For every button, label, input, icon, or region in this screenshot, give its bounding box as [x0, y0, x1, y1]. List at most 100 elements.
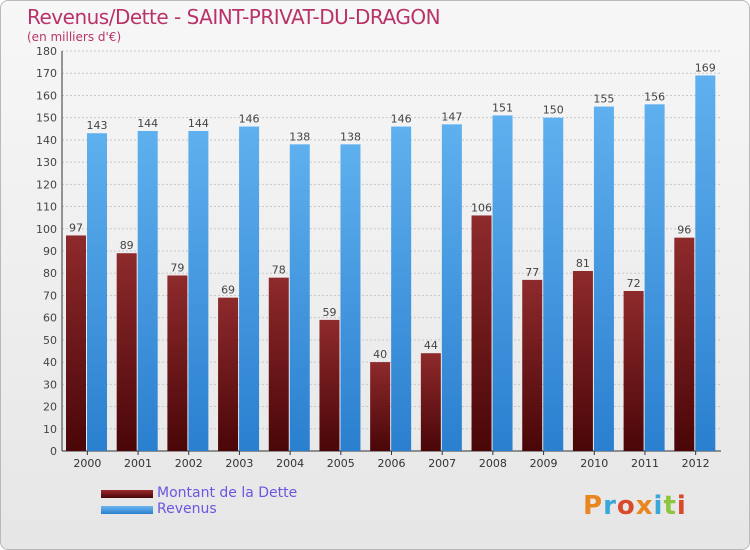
bar-revenue: [593, 106, 614, 452]
y-tick-label: 10: [43, 423, 57, 436]
chart-title: Revenus/Dette - SAINT-PRIVAT-DU-DRAGON: [27, 5, 441, 29]
data-label-debt: 89: [120, 239, 134, 252]
chart-subtitle: (en milliers d'€): [27, 30, 122, 44]
y-tick-label: 180: [36, 45, 57, 58]
bar-revenue: [695, 75, 716, 451]
data-label-debt: 40: [373, 348, 387, 361]
data-label-debt: 97: [69, 221, 83, 234]
logo-letter: x: [635, 491, 654, 521]
data-label-debt: 77: [525, 266, 539, 279]
data-label-debt: 72: [627, 277, 641, 290]
y-tick-label: 80: [43, 267, 57, 280]
x-tick-label: 2006: [378, 457, 406, 470]
y-tick-label: 100: [36, 223, 57, 236]
y-tick-label: 120: [36, 178, 57, 191]
x-tick-label: 2002: [175, 457, 203, 470]
legend-swatch-debt: [101, 490, 153, 498]
bar-debt: [268, 277, 289, 451]
bar-revenue: [239, 126, 260, 452]
bar-debt: [370, 362, 391, 451]
data-label-revenue: 144: [188, 117, 209, 130]
data-label-revenue: 156: [644, 90, 665, 103]
y-tick-label: 30: [43, 378, 57, 391]
logo-letter: i: [653, 491, 664, 521]
x-tick-label: 2012: [682, 457, 710, 470]
bar-debt: [66, 235, 86, 451]
x-tick-label: 2004: [276, 457, 304, 470]
y-tick-label: 170: [36, 67, 57, 80]
y-tick-label: 40: [43, 356, 57, 369]
bar-revenue: [441, 124, 462, 451]
data-label-debt: 79: [170, 261, 184, 274]
bar-revenue: [543, 117, 564, 452]
x-tick-label: 2007: [428, 457, 456, 470]
proxiti-logo: Proxiti: [583, 491, 687, 521]
y-tick-label: 70: [43, 289, 57, 302]
bar-revenue: [340, 144, 361, 452]
bar-revenue: [188, 131, 209, 451]
bar-debt: [218, 297, 239, 451]
bar-revenue: [289, 144, 310, 452]
data-label-debt: 44: [424, 339, 438, 352]
logo-letters: Proxiti: [583, 491, 687, 521]
logo-letter: i: [676, 491, 687, 521]
x-tick-label: 2008: [479, 457, 507, 470]
logo-letter: P: [583, 491, 604, 521]
x-tick-label: 2011: [631, 457, 659, 470]
bar-debt: [522, 279, 543, 451]
y-tick-label: 60: [43, 312, 57, 325]
bar-revenue: [492, 115, 513, 451]
data-label-revenue: 155: [593, 93, 614, 106]
bar-debt: [420, 353, 441, 451]
y-tick-label: 110: [36, 201, 57, 214]
y-tick-label: 0: [50, 445, 57, 458]
data-label-debt: 81: [576, 257, 590, 270]
bar-debt: [471, 215, 492, 451]
logo-letter: r: [603, 491, 617, 521]
x-tick-label: 2003: [225, 457, 253, 470]
x-tick-label: 2009: [530, 457, 558, 470]
logo-letter: o: [616, 491, 636, 521]
data-label-revenue: 143: [87, 119, 108, 132]
bar-debt: [572, 271, 593, 451]
bar-debt: [116, 253, 137, 451]
bar-debt: [674, 237, 695, 451]
y-tick-label: 150: [36, 112, 57, 125]
y-tick-label: 160: [36, 89, 57, 102]
bar-debt: [167, 275, 188, 451]
x-tick-label: 2000: [73, 457, 101, 470]
data-label-revenue: 146: [391, 113, 412, 126]
data-label-debt: 106: [471, 201, 492, 214]
bar-revenue: [391, 126, 412, 452]
data-label-revenue: 138: [289, 130, 310, 143]
data-label-debt: 59: [322, 306, 336, 319]
bar-revenue: [644, 104, 665, 451]
y-tick-label: 130: [36, 156, 57, 169]
logo-letter: t: [663, 491, 677, 521]
y-tick-label: 140: [36, 134, 57, 147]
data-label-debt: 78: [272, 264, 286, 277]
x-tick-label: 2005: [327, 457, 355, 470]
bar-debt: [623, 291, 644, 451]
y-tick-label: 50: [43, 334, 57, 347]
data-label-revenue: 144: [137, 117, 158, 130]
data-label-revenue: 147: [441, 110, 462, 123]
data-label-revenue: 138: [340, 130, 361, 143]
data-label-revenue: 146: [239, 113, 260, 126]
bar-debt: [319, 319, 340, 451]
data-label-revenue: 169: [695, 61, 716, 74]
legend-label-revenue: Revenus: [157, 501, 217, 517]
y-tick-label: 90: [43, 245, 57, 258]
x-tick-label: 2010: [580, 457, 608, 470]
y-tick-label: 20: [43, 401, 57, 414]
data-label-debt: 96: [677, 224, 691, 237]
x-tick-label: 2001: [124, 457, 152, 470]
data-label-revenue: 150: [543, 104, 564, 117]
bar-revenue: [137, 131, 158, 451]
bar-revenue: [87, 133, 107, 451]
data-label-debt: 69: [221, 284, 235, 297]
legend-label-debt: Montant de la Dette: [157, 485, 298, 501]
data-label-revenue: 151: [492, 101, 513, 114]
